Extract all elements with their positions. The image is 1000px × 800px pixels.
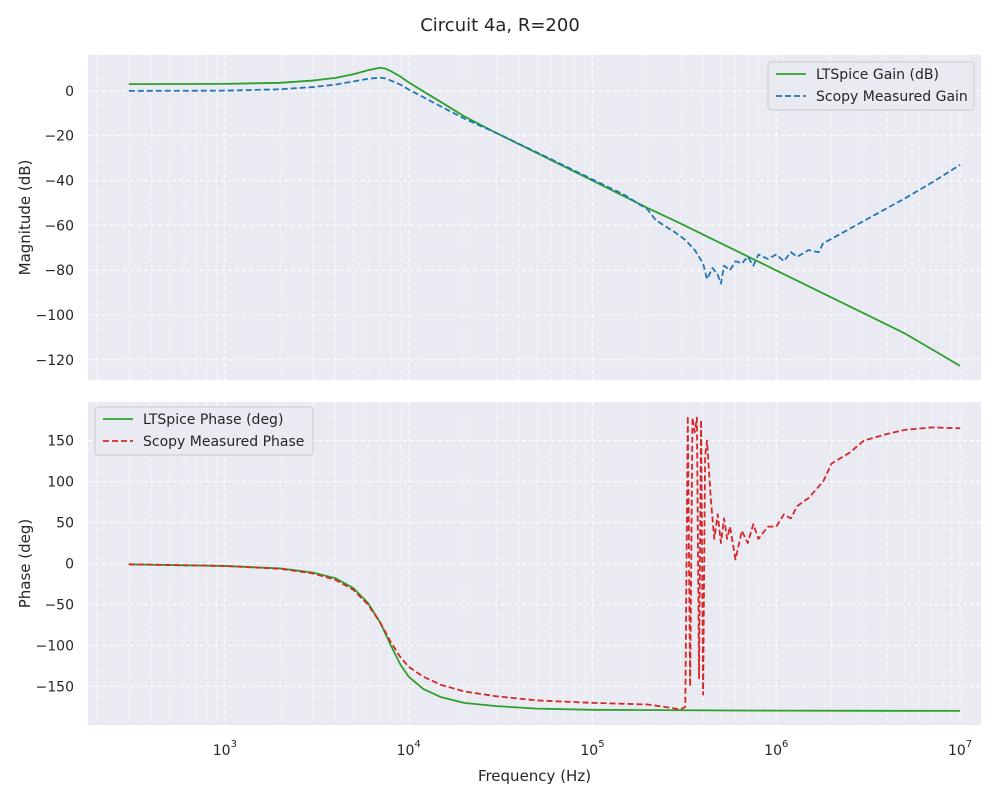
gain-series-0-line [128, 66, 961, 367]
x-tick-exponent: 6 [782, 739, 788, 750]
x-tick-exponent: 4 [414, 739, 420, 750]
x-tick-label: 104 [397, 739, 421, 759]
gain-legend: LTSpice Gain (dB) Scopy Measured Gain [767, 61, 975, 111]
phase-legend-frame [94, 406, 314, 456]
gain-y-tick-label: 0 [65, 84, 74, 100]
x-tick-exponent: 5 [598, 739, 604, 750]
gain-legend-label-0: LTSpice Gain (dB) [816, 67, 939, 83]
phase-y-tick-label: 100 [47, 475, 74, 491]
gain-y-tick-labels: 0 −20 −40 −60 −80 −100 −120 [36, 84, 74, 369]
x-tick-label: 103 [213, 739, 237, 759]
gain-series-lines [128, 66, 961, 367]
x-tick-base: 10 [948, 743, 966, 759]
phase-series-1-line [128, 415, 961, 711]
phase-y-tick-label: 50 [56, 516, 74, 532]
x-tick-label: 105 [580, 739, 604, 759]
phase-series-lines [128, 415, 961, 712]
phase-legend-label-0: LTSpice Phase (deg) [143, 412, 283, 428]
gain-y-tick-label: −80 [44, 263, 74, 279]
gain-y-tick-label: −40 [44, 174, 74, 190]
phase-y-tick-label: −50 [44, 597, 74, 613]
phase-legend-label-1: Scopy Measured Phase [143, 434, 304, 450]
x-tick-base: 10 [764, 743, 782, 759]
x-tick-exponent: 7 [966, 739, 972, 750]
gain-y-tick-label: −100 [36, 308, 74, 324]
phase-legend: LTSpice Phase (deg) Scopy Measured Phase [94, 406, 314, 456]
x-tick-base: 10 [397, 743, 415, 759]
x-tick-label: 107 [948, 739, 972, 759]
phase-y-tick-label: 0 [65, 557, 74, 573]
gain-y-tick-label: −120 [36, 353, 74, 369]
phase-y-tick-label: 150 [47, 434, 74, 450]
gain-y-tick-label: −60 [44, 218, 74, 234]
gain-legend-label-1: Scopy Measured Gain [816, 89, 968, 105]
phase-x-axis-label: Frequency (Hz) [478, 767, 591, 785]
x-tick-label: 106 [764, 739, 788, 759]
gain-y-axis-label: Magnitude (dB) [16, 160, 34, 276]
x-tick-base: 10 [213, 743, 231, 759]
x-tick-exponent: 3 [231, 739, 237, 750]
x-tick-base: 10 [580, 743, 598, 759]
gain-legend-frame [767, 61, 975, 111]
gain-axes: 0 −20 −40 −60 −80 −100 −120 Magnitude (dB) LTS… [16, 55, 981, 380]
phase-grid [88, 402, 981, 725]
phase-y-tick-label: −100 [36, 638, 74, 654]
phase-y-axis-label: Phase (deg) [16, 519, 34, 609]
phase-x-tick-labels: 103 104 105 106 107 [213, 739, 972, 759]
phase-y-tick-label: −150 [36, 679, 74, 695]
figure-title: Circuit 4a, R=200 [420, 15, 580, 36]
gain-series-1-line [128, 76, 961, 285]
phase-y-tick-labels: 150 100 50 0 −50 −100 −150 [36, 434, 74, 696]
gain-y-tick-label: −20 [44, 129, 74, 145]
